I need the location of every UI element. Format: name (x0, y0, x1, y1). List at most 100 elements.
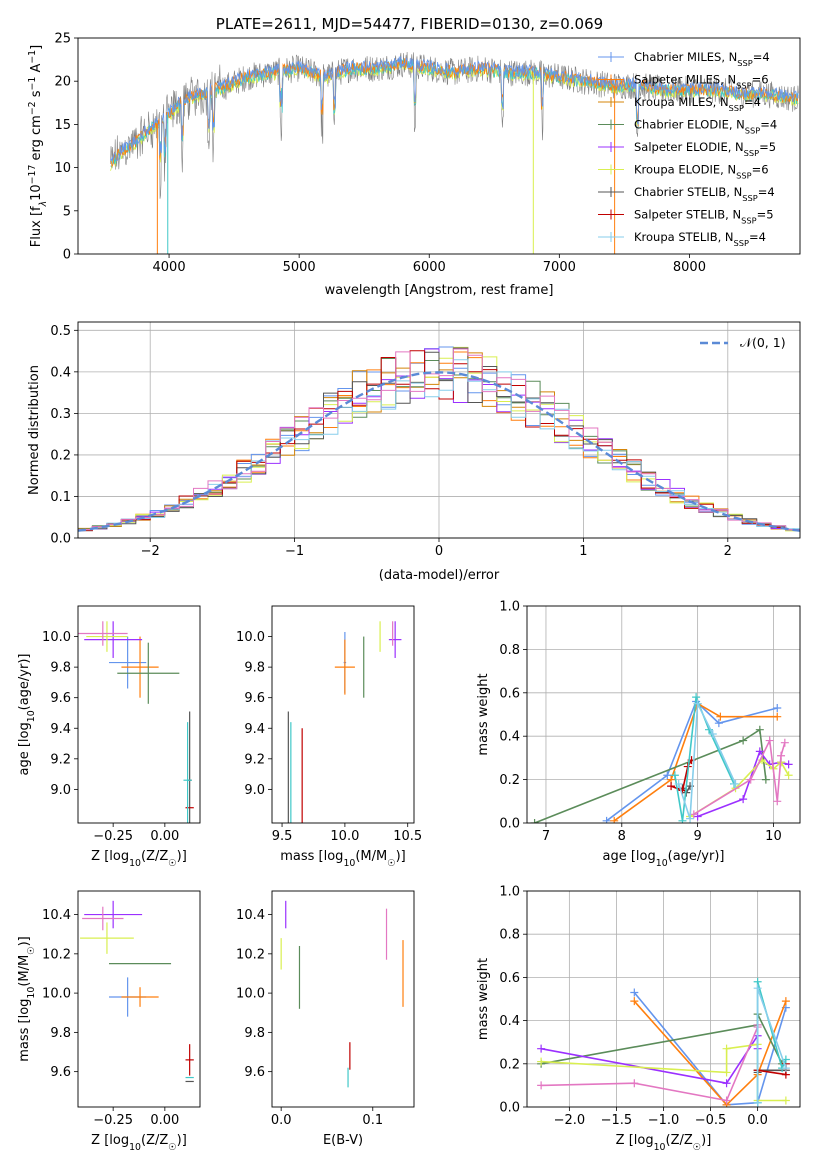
weight-marker (773, 797, 782, 806)
x-tick-label: 6000 (413, 260, 446, 275)
weight-marker (537, 1081, 546, 1090)
y-tick-label: 0.2 (50, 448, 71, 463)
histogram-series (78, 347, 800, 531)
weight-marker (773, 712, 782, 721)
weight-series (530, 725, 770, 823)
weight-marker (610, 816, 619, 823)
figure-title: PLATE=2611, MJD=54477, FIBERID=0130, z=0… (216, 15, 603, 33)
legend-label: Salpeter STELIB, NSSP=5 (634, 208, 774, 226)
data-point (117, 642, 180, 704)
y-tick-label: 9.2 (50, 752, 71, 767)
weight-line (633, 1000, 787, 1106)
y-tick-label: 9.6 (50, 1065, 71, 1080)
data-point (183, 722, 192, 823)
weight-marker (716, 712, 725, 721)
weight-marker (746, 775, 755, 784)
y-axis-label: mass weight (476, 673, 491, 755)
data-point (78, 621, 128, 646)
x-axis-label: (data-model)/error (379, 568, 500, 583)
data-point (109, 636, 147, 689)
x-tick-label: 8 (618, 829, 626, 844)
weight-marker (781, 997, 790, 1006)
x-axis-label: mass [log10(M/M☉)] (280, 849, 406, 869)
data-point (86, 621, 128, 652)
y-tick-label: 9.6 (244, 691, 265, 706)
weight-marker (537, 1057, 546, 1066)
weight-marker (630, 1079, 639, 1088)
data-point (121, 636, 159, 698)
axes-frame (526, 605, 801, 824)
x-tick-label: 0.00 (150, 1113, 179, 1128)
axes-spectrum: 4000 5000 6000 7000 8000 0 5 10 15 20 25 wavelength… (27, 32, 801, 298)
legend-label: Salpeter ELODIE, NSSP=5 (634, 140, 776, 158)
y-tick-label: 9.8 (50, 1026, 71, 1041)
model-spectrum (110, 58, 799, 169)
weight-marker (630, 997, 639, 1006)
weight-marker (781, 1064, 790, 1073)
weight-marker (602, 816, 611, 823)
x-tick-label: 0.0 (747, 1113, 768, 1128)
y-tick-label: 10.4 (236, 908, 265, 923)
y-tick-label: 0.1 (50, 490, 71, 505)
weight-marker (722, 1079, 731, 1088)
y-tick-label: 9.0 (50, 783, 71, 798)
histogram-series (78, 348, 800, 531)
weight-line (693, 737, 786, 815)
weight-marker (755, 747, 764, 756)
weight-marker (761, 775, 770, 784)
y-tick-label: 9.8 (50, 661, 71, 676)
x-tick-label: 1 (579, 544, 587, 559)
axes-massweight_vs_Z: −2.0 −1.5 −1.0 −0.5 0.0 0.0 0.2 0.4 0.6 0.8 1.0 Z [… (476, 885, 801, 1153)
axes-frame (526, 890, 801, 1108)
y-tick-label: 10.2 (236, 947, 265, 962)
axes-frame (271, 890, 415, 1108)
x-tick-label: 7000 (543, 260, 576, 275)
weight-marker (674, 779, 683, 788)
axes-age_vs_mass: 9.5 10.0 10.5 9.0 9.2 9.4 9.6 9.8 10.0 mass [log1… (236, 605, 422, 869)
legend-label: 𝒩(0, 1) (740, 335, 786, 350)
x-tick-label: −0.5 (695, 1113, 727, 1128)
weight-marker (678, 816, 687, 823)
y-tick-label: 0.6 (499, 971, 520, 986)
axes-age_vs_Z: −0.25 0.00 9.0 9.2 9.4 9.6 9.8 10.0 Z [log10(Z/Z… (17, 605, 201, 869)
plot-area (80, 900, 194, 1083)
normal-pdf-curve (78, 371, 800, 532)
y-tick-label: 0.4 (499, 730, 520, 745)
weight-marker (714, 719, 723, 728)
weight-marker (753, 1098, 762, 1107)
y-tick-label: 9.4 (50, 722, 71, 737)
x-tick-label: 0.00 (150, 829, 179, 844)
x-tick-label: −0.25 (93, 1113, 133, 1128)
x-tick-label: 10.5 (393, 829, 422, 844)
x-tick-label: 0.1 (362, 1113, 383, 1128)
weight-marker (755, 725, 764, 734)
plot-area (110, 51, 799, 254)
y-axis-label: Normed distribution (27, 365, 42, 495)
data-point (388, 621, 402, 658)
weight-marker (630, 988, 639, 997)
x-axis-label: age [log10(age/yr)] (603, 849, 725, 869)
y-tick-label: 0.2 (499, 1057, 520, 1072)
y-tick-label: 0.0 (499, 1101, 520, 1116)
plot-area (530, 693, 793, 823)
weight-marker (722, 1068, 731, 1077)
weight-marker (537, 1044, 546, 1053)
y-tick-label: 5 (63, 204, 71, 219)
x-tick-label: 0.0 (271, 1113, 292, 1128)
x-tick-label: −0.25 (93, 829, 133, 844)
weight-marker (780, 738, 789, 747)
y-tick-label: 9.8 (244, 661, 265, 676)
legend-label: Kroupa ELODIE, NSSP=6 (634, 163, 769, 181)
y-tick-label: 0 (63, 248, 71, 263)
x-tick-label: 0 (435, 544, 443, 559)
weight-series (674, 699, 740, 823)
data-point (82, 906, 124, 931)
weight-marker (693, 699, 702, 708)
weight-marker (722, 1044, 731, 1053)
y-axis-label: Flux [fλ10−17 erg cm−2 s−1 A−1] (27, 45, 49, 247)
weight-marker (781, 1096, 790, 1105)
y-tick-label: 0.6 (499, 686, 520, 701)
weight-series (537, 1010, 787, 1068)
legend: 𝒩(0, 1) (700, 335, 786, 350)
plot-area (280, 900, 404, 1088)
